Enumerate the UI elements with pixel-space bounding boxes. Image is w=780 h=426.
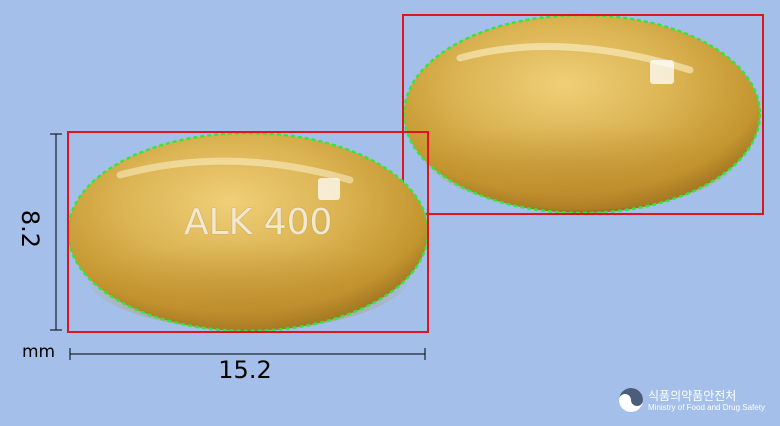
pill-front	[66, 131, 430, 333]
pill-back	[402, 13, 762, 215]
height-dimension-line	[50, 133, 62, 331]
bounding-box-back	[402, 14, 764, 215]
ministry-logo-icon	[619, 388, 643, 412]
ministry-name-english: Ministry of Food and Drug Safety	[648, 403, 765, 412]
height-label: 8.2	[16, 209, 44, 249]
width-dimension-line	[69, 348, 426, 360]
unit-label: mm	[22, 342, 56, 362]
bounding-box-front	[67, 131, 429, 333]
width-label: 15.2	[218, 356, 272, 384]
pill-imprint: ALK 400	[184, 202, 333, 243]
ministry-name-korean: 식품의약품안전처	[648, 389, 737, 403]
